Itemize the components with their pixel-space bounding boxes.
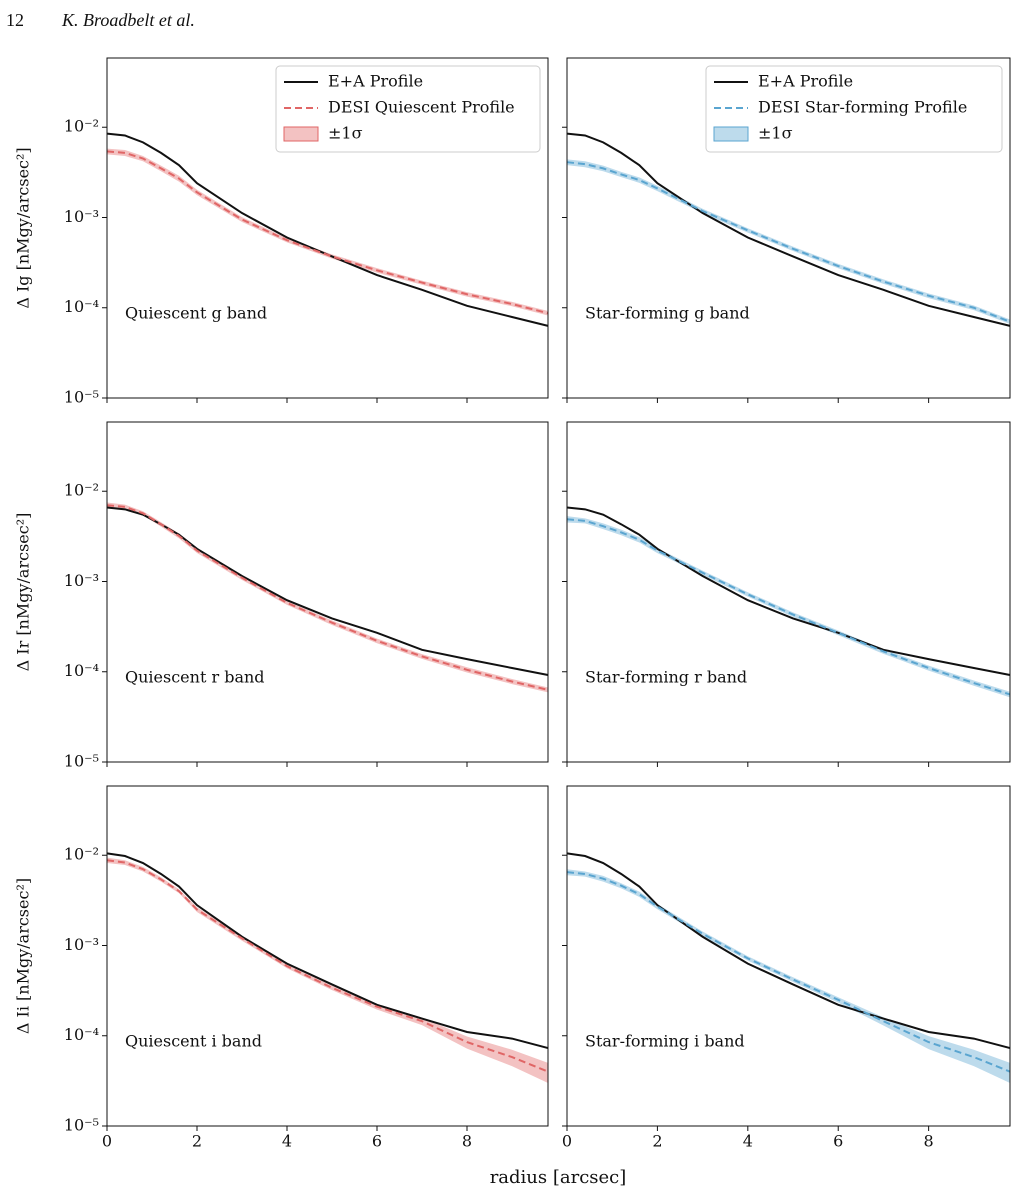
sigma-band (567, 159, 1010, 325)
y-tick-label: 10⁻⁴ (64, 297, 99, 316)
panel-annotation: Star-forming g band (585, 304, 750, 323)
plot-frame (566, 421, 1011, 763)
y-tick-label: 10⁻³ (64, 571, 99, 590)
y-tick-label: 10⁻⁵ (64, 1116, 99, 1135)
x-tick-label: 6 (372, 1132, 382, 1151)
panel-annotation: Quiescent r band (125, 668, 265, 687)
profile-line (106, 852, 549, 1050)
profile-line (106, 504, 549, 691)
legend-label: ±1σ (328, 124, 363, 143)
panel-annotation: Star-forming r band (585, 668, 747, 687)
profile-line (106, 859, 549, 1073)
plot-frame (566, 785, 1011, 1127)
profile-line (566, 161, 1011, 323)
x-tick-label: 2 (192, 1132, 202, 1151)
x-tick-label: 0 (102, 1132, 112, 1151)
plot-frame (106, 57, 549, 399)
plot-frame (566, 57, 1011, 399)
y-tick-label: 10⁻⁵ (64, 388, 99, 407)
sigma-band (107, 148, 548, 316)
y-tick-label: 10⁻⁵ (64, 752, 99, 771)
profile-line (106, 506, 549, 676)
legend-swatch (713, 126, 749, 142)
x-tick-label: 0 (562, 1132, 572, 1151)
x-tick-label: 8 (924, 1132, 934, 1151)
y-tick-label: 10⁻⁴ (64, 661, 99, 680)
profile-line (566, 132, 1011, 327)
panel-annotation: Quiescent i band (125, 1032, 262, 1051)
x-tick-label: 4 (282, 1132, 292, 1151)
y-axis-label: Δ Ii [nMgy/arcsec²] (14, 878, 33, 1034)
legend-box (275, 65, 541, 153)
y-tick-label: 10⁻³ (64, 207, 99, 226)
profile-line (566, 852, 1011, 1050)
y-axis-label: Δ Ig [nMgy/arcsec²] (14, 147, 33, 308)
y-axis-label: Δ Ir [nMgy/arcsec²] (14, 513, 33, 672)
y-tick-label: 10⁻³ (64, 935, 99, 954)
profile-line (566, 871, 1011, 1073)
x-tick-label: 2 (652, 1132, 662, 1151)
panel-annotation: Star-forming i band (585, 1032, 745, 1051)
legend-label: E+A Profile (328, 72, 423, 91)
legend-label: ±1σ (758, 124, 793, 143)
x-tick-label: 4 (743, 1132, 753, 1151)
profile-line (566, 506, 1011, 676)
x-tick-label: 8 (462, 1132, 472, 1151)
x-axis-label: radius [arcsec] (490, 1167, 627, 1188)
legend-label: E+A Profile (758, 72, 853, 91)
profile-line (106, 150, 549, 315)
y-tick-label: 10⁻² (64, 117, 99, 136)
running-head: K. Broadbelt et al. (61, 10, 195, 30)
legend-label: DESI Quiescent Profile (328, 98, 515, 117)
y-tick-label: 10⁻² (64, 845, 99, 864)
y-tick-label: 10⁻⁴ (64, 1025, 99, 1044)
plot-frame (106, 421, 549, 763)
sigma-band (567, 869, 1010, 1083)
panel-annotation: Quiescent g band (125, 304, 267, 323)
legend-label: DESI Star-forming Profile (758, 98, 967, 117)
legend-swatch (283, 126, 319, 142)
profile-line (106, 132, 549, 327)
plot-frame (106, 785, 549, 1127)
page-number: 12 (6, 10, 24, 30)
sigma-band (107, 857, 548, 1083)
y-tick-label: 10⁻² (64, 481, 99, 500)
legend-box (705, 65, 1003, 153)
x-tick-label: 6 (833, 1132, 843, 1151)
